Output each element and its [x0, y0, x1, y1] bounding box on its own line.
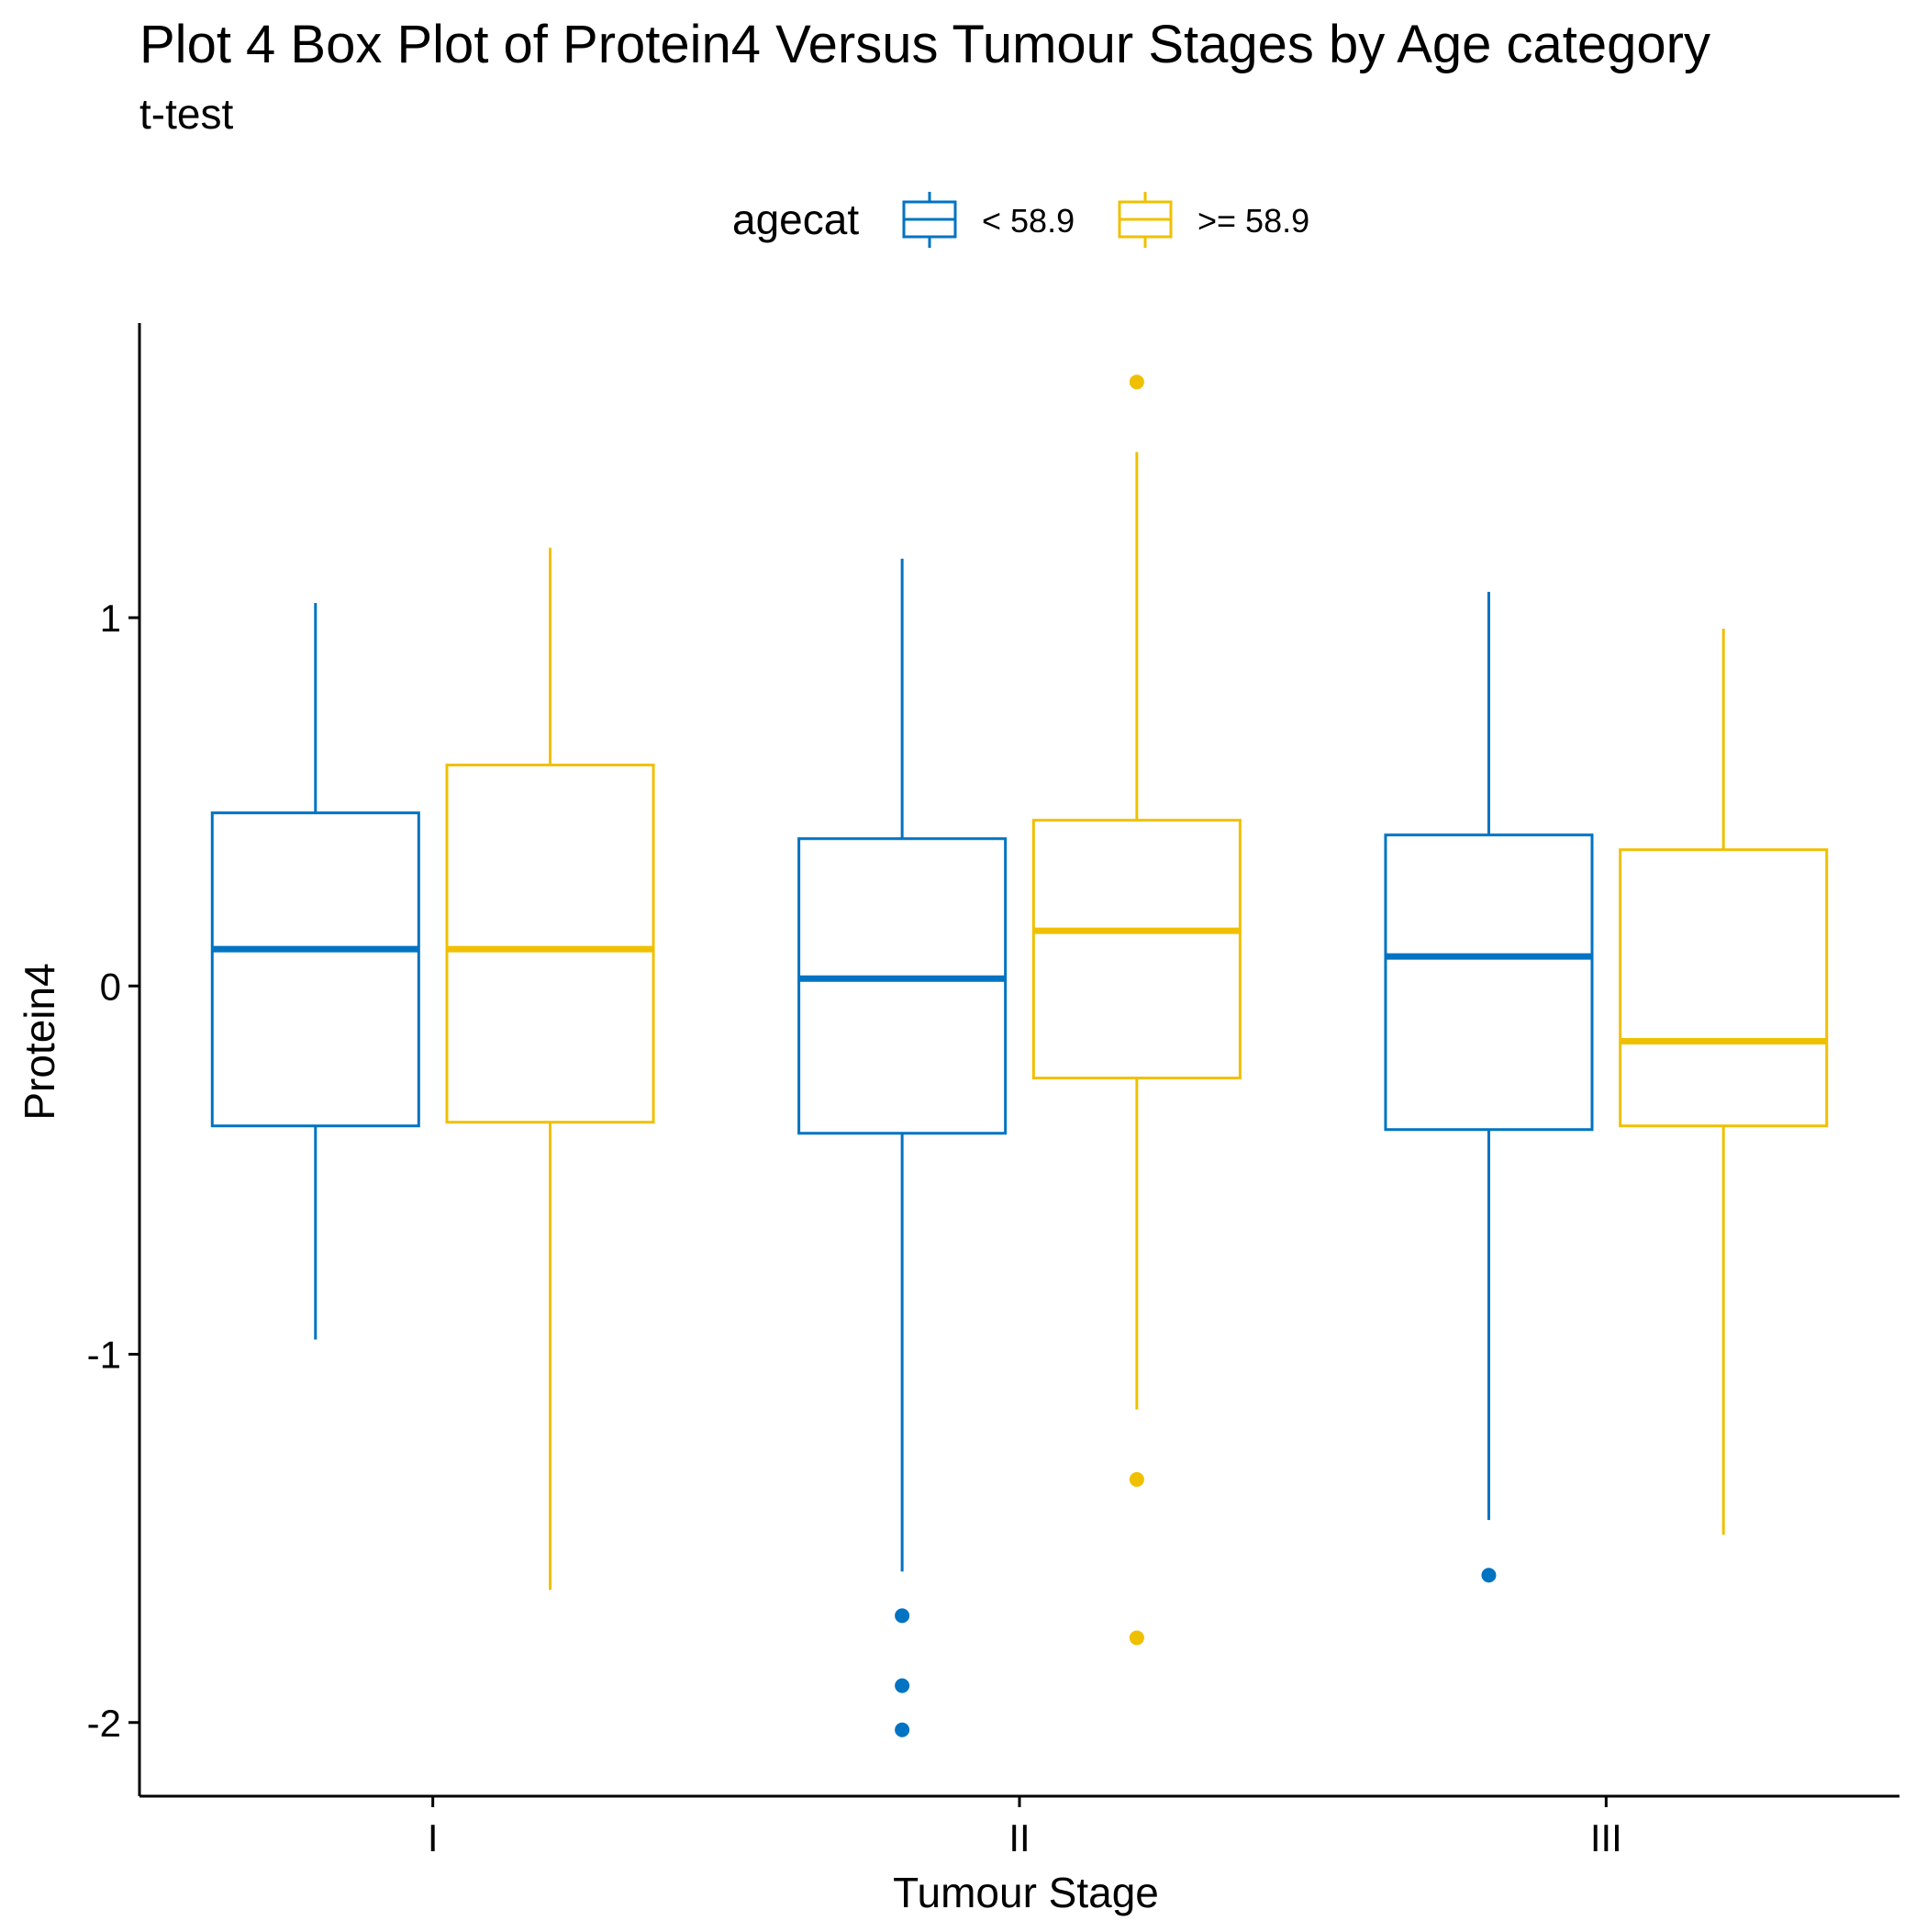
y-tick-label: 0	[100, 965, 121, 1008]
y-tick-label: -1	[87, 1334, 121, 1377]
y-tick-label: -2	[87, 1702, 121, 1745]
box-group	[445, 547, 655, 1591]
box	[797, 837, 1008, 1135]
outlier-point	[1481, 1568, 1497, 1583]
box	[1619, 848, 1829, 1128]
legend-label: >= 58.9	[1197, 202, 1309, 240]
chart-subtitle: t-test	[139, 90, 233, 138]
legend-item: < 58.9	[902, 192, 1075, 248]
outlier-point	[1129, 1471, 1144, 1487]
x-tick-label: I	[428, 1816, 439, 1859]
box	[1031, 819, 1242, 1080]
box-group	[1384, 591, 1594, 1583]
legend-title: agecat	[732, 195, 859, 243]
x-axis-title: Tumour Stage	[893, 1869, 1159, 1916]
y-axis-title: Protein4	[16, 963, 63, 1120]
outlier-point	[895, 1722, 910, 1737]
plot-marks	[210, 374, 1829, 1737]
outlier-point	[895, 1678, 910, 1693]
box-group	[210, 602, 420, 1340]
legend-label: < 58.9	[982, 202, 1075, 240]
y-tick-label: 1	[100, 597, 121, 640]
outlier-point	[895, 1608, 910, 1624]
box-group	[1031, 374, 1242, 1646]
x-tick-label: II	[1008, 1816, 1030, 1859]
legend-key	[902, 192, 957, 248]
legend: agecat < 58.9 >= 58.9	[732, 192, 1309, 248]
box	[445, 764, 655, 1124]
box-group	[1619, 629, 1829, 1536]
chart-title: Plot 4 Box Plot of Protein4 Versus Tumou…	[139, 15, 1710, 74]
legend-item: >= 58.9	[1118, 192, 1309, 248]
outlier-point	[1129, 1630, 1144, 1646]
x-tick-label: III	[1590, 1816, 1622, 1859]
box	[1384, 833, 1594, 1132]
legend-key	[1118, 192, 1173, 248]
box	[210, 811, 420, 1128]
outlier-point	[1129, 374, 1144, 390]
box-group	[797, 558, 1008, 1737]
